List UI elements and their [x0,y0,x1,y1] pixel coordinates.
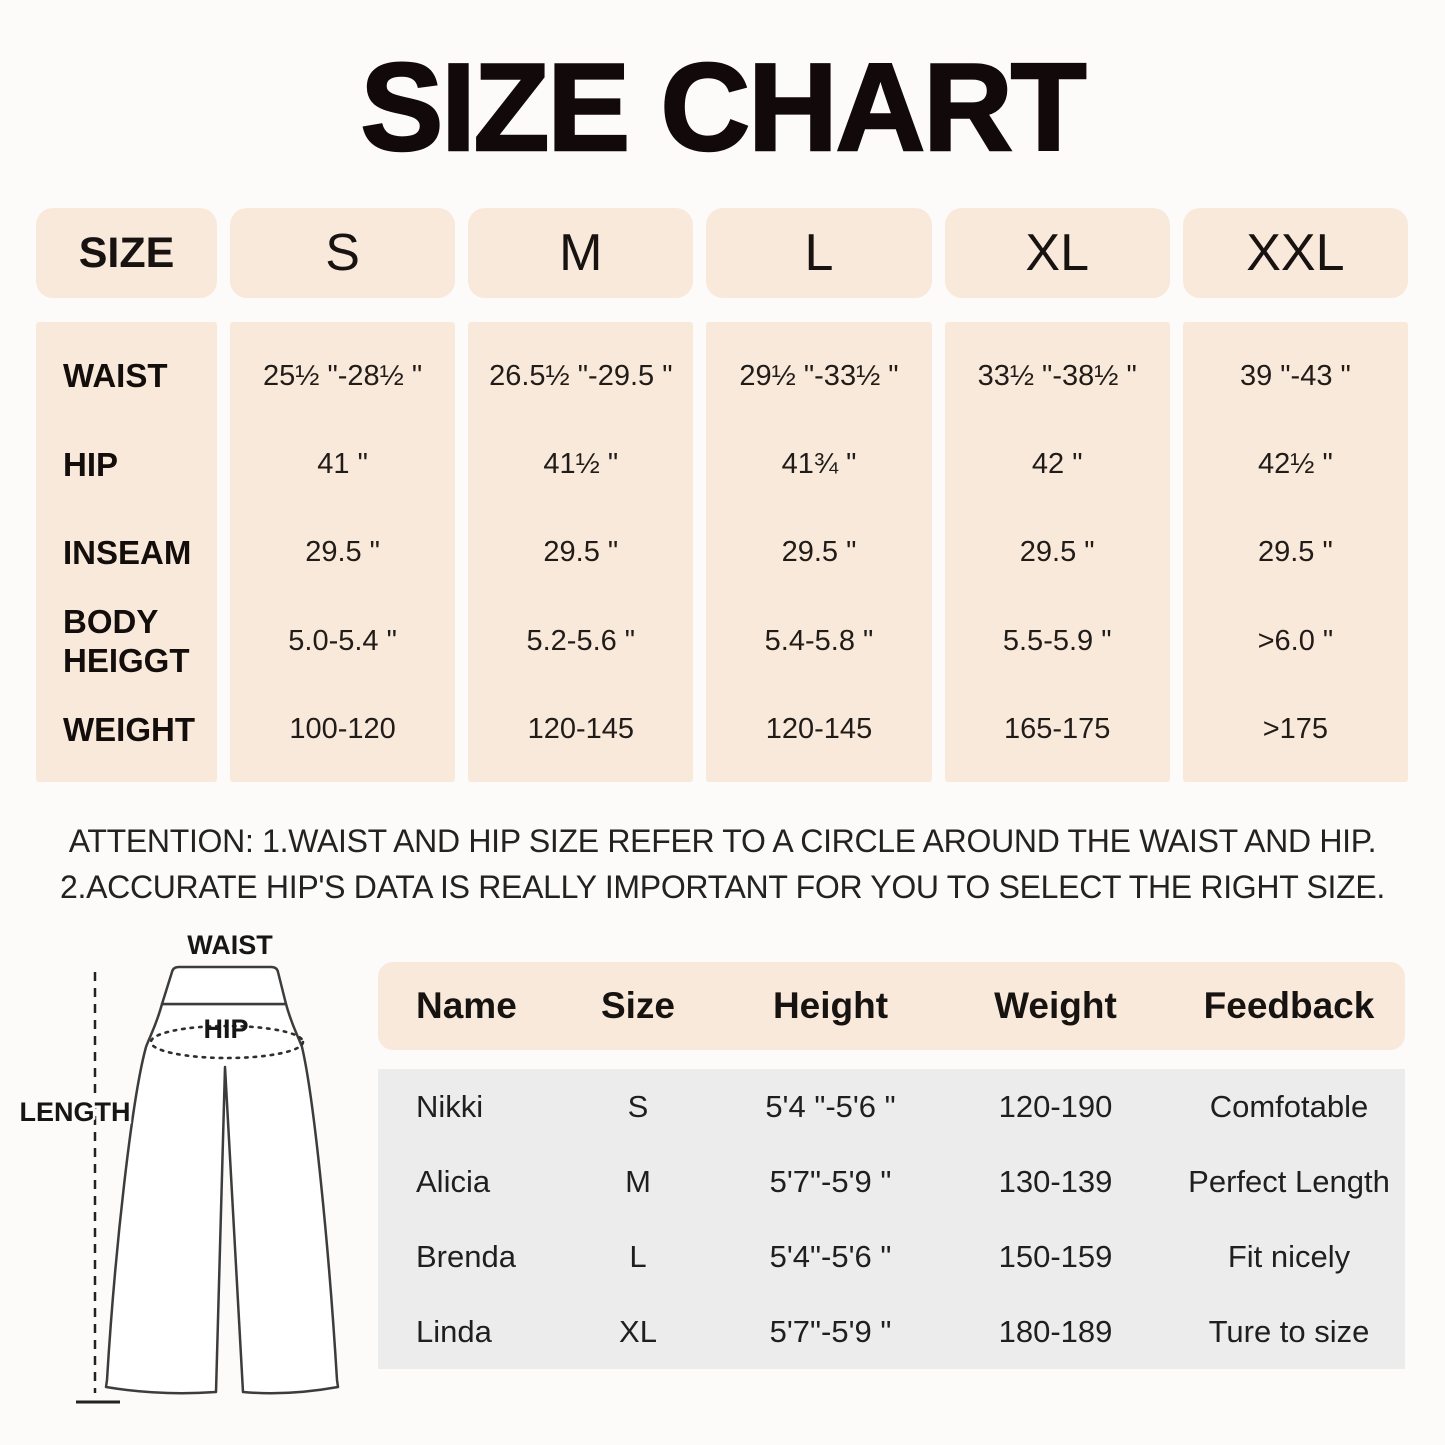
pants-measurement-diagram: WAIST HIP LENGTH [20,928,360,1410]
value-l-inseam: 29.5 " [781,536,857,569]
row-label-waist: WAIST [63,357,168,395]
feedback-row: Nikki S 5'4 "-5'6 " 120-190 Comfotable [378,1069,1405,1144]
feedback-header-height: Height [772,985,889,1026]
size-column-l: L 29½ "-33½ " 41¾ " 29.5 " 5.4-5.8 " 120… [706,208,932,782]
value-m-body-height: 5.2-5.6 " [526,624,636,657]
length-diagram-label: LENGTH [20,1097,131,1127]
hip-diagram-label: HIP [203,1014,248,1044]
value-xxl-waist: 39 "-43 " [1239,359,1351,392]
row-label-inseam: INSEAM [63,534,192,572]
feedback-header-feedback: Feedback [1203,985,1375,1026]
value-m-inseam: 29.5 " [543,536,619,569]
value-xl-inseam: 29.5 " [1019,536,1095,569]
value-s-weight: 100-120 [289,713,396,746]
size-table-corner-header: SIZE [36,208,217,298]
feedback-text: Perfect Length [1188,1163,1390,1199]
feedback-size: M [625,1163,651,1199]
feedback-height: 5'7"-5'9 " [769,1313,892,1349]
value-m-hip: 41½ " [543,448,619,481]
value-xl-body-height: 5.5-5.9 " [1002,624,1112,657]
feedback-weight: 120-190 [998,1088,1113,1124]
value-xxl-hip: 42½ " [1257,448,1333,481]
feedback-row: Brenda L 5'4"-5'6 " 150-159 Fit nicely [378,1219,1405,1294]
feedback-size: S [627,1088,649,1124]
feedback-name: Alicia [416,1163,491,1199]
value-xl-hip: 42 " [1031,448,1083,481]
row-label-hip: HIP [63,445,119,483]
value-m-waist: 26.5½ "-29.5 " [489,359,673,392]
value-xxl-weight: >175 [1262,713,1329,746]
feedback-header-weight: Weight [994,985,1117,1026]
size-table-label-body: WAIST HIP INSEAM BODY HEIGGT WEIGHT [36,322,217,782]
feedback-height: 5'7"-5'9 " [769,1163,892,1199]
feedback-name: Linda [416,1313,492,1349]
size-column-xl: XL 33½ "-38½ " 42 " 29.5 " 5.5-5.9 " 165… [944,208,1170,782]
value-s-hip: 41 " [317,448,368,481]
value-xl-weight: 165-175 [1003,713,1111,746]
feedback-table: Name Size Height Weight Feedback Nikki S… [378,962,1405,1369]
feedback-weight: 180-189 [998,1313,1113,1349]
feedback-table-body: Nikki S 5'4 "-5'6 " 120-190 Comfotable A… [378,1069,1405,1369]
size-column-m: M 26.5½ "-29.5 " 41½ " 29.5 " 5.2-5.6 " … [468,208,694,782]
value-s-body-height: 5.0-5.4 " [288,624,397,657]
feedback-name: Brenda [416,1238,516,1274]
feedback-header-name: Name [416,985,517,1026]
feedback-height: 5'4"-5'6 " [769,1238,892,1274]
value-m-weight: 120-145 [527,713,634,746]
attention-line-2: 2.ACCURATE HIP'S DATA IS REALLY IMPORTAN… [60,869,1385,905]
size-header-xl: XL [944,208,1170,298]
feedback-text: Comfotable [1209,1088,1369,1124]
feedback-header-size: Size [600,985,676,1026]
feedback-name: Nikki [416,1088,484,1124]
attention-line-1: ATTENTION: 1.WAIST AND HIP SIZE REFER TO… [68,823,1377,859]
value-s-waist: 25½ "-28½ " [262,359,423,392]
value-xl-waist: 33½ "-38½ " [977,359,1137,392]
value-l-body-height: 5.4-5.8 " [764,624,874,657]
value-xxl-inseam: 29.5 " [1257,536,1333,569]
row-label-body-height: BODY HEIGGT [63,602,190,680]
size-header-s: S [230,208,456,298]
size-column-xxl: XXL 39 "-43 " 42½ " 29.5 " >6.0 " >175 [1182,208,1408,782]
feedback-text: Fit nicely [1227,1238,1351,1274]
pants-waistband [160,965,288,1006]
size-header-xxl: XXL [1182,208,1408,298]
page-title: SIZE CHART [359,39,1088,177]
feedback-size: L [629,1238,647,1274]
size-header-l: L [706,208,932,298]
row-label-weight: WEIGHT [63,711,195,748]
value-xxl-body-height: >6.0 " [1257,624,1334,657]
hip-measure-ellipse [149,1024,305,1060]
value-l-weight: 120-145 [765,713,873,746]
feedback-row: Alicia M 5'7"-5'9 " 130-139 Perfect Leng… [378,1144,1405,1219]
feedback-weight: 130-139 [998,1163,1113,1199]
pants-outline [104,1002,340,1395]
feedback-height: 5'4 "-5'6 " [765,1088,896,1124]
value-l-waist: 29½ "-33½ " [739,359,899,392]
size-column-s: S 25½ "-28½ " 41 " 29.5 " 5.0-5.4 " 100-… [230,208,456,782]
size-table-label-column: SIZE WAIST HIP INSEAM BODY HEIGGT WEIGHT [36,208,217,782]
feedback-text: Ture to size [1208,1313,1370,1349]
feedback-row: Linda XL 5'7"-5'9 " 180-189 Ture to size [378,1294,1405,1369]
waist-diagram-label: WAIST [187,930,273,960]
feedback-weight: 150-159 [998,1238,1113,1274]
attention-note: ATTENTION: 1.WAIST AND HIP SIZE REFER TO… [0,818,1445,910]
value-s-inseam: 29.5 " [305,536,380,569]
feedback-table-header: Name Size Height Weight Feedback [378,962,1405,1050]
size-table: SIZE WAIST HIP INSEAM BODY HEIGGT WEIGHT… [36,208,1408,782]
size-header-m: M [468,208,694,298]
value-l-hip: 41¾ " [781,448,857,481]
feedback-size: XL [619,1313,657,1349]
